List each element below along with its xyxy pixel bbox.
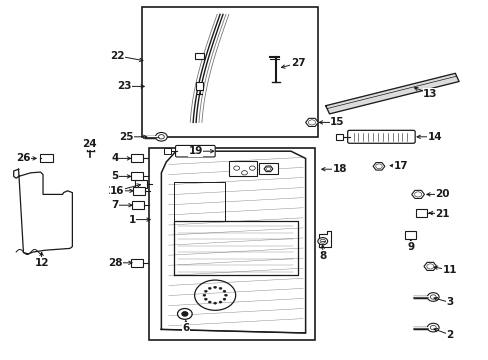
Text: 8: 8 <box>319 251 325 261</box>
Bar <box>415 209 427 217</box>
Polygon shape <box>372 163 384 170</box>
Text: 27: 27 <box>290 58 305 68</box>
Circle shape <box>204 298 207 300</box>
Polygon shape <box>411 190 424 198</box>
Text: 14: 14 <box>427 132 442 142</box>
Circle shape <box>208 301 211 303</box>
Text: 10: 10 <box>107 186 122 196</box>
Text: 11: 11 <box>442 265 456 275</box>
Text: 6: 6 <box>182 323 189 333</box>
Circle shape <box>223 298 225 300</box>
Text: 2: 2 <box>446 330 452 340</box>
Circle shape <box>429 325 435 330</box>
Bar <box>133 187 145 195</box>
Text: 9: 9 <box>407 242 413 252</box>
Circle shape <box>426 264 433 269</box>
Text: 16: 16 <box>110 186 124 196</box>
Circle shape <box>223 290 225 292</box>
Circle shape <box>375 164 382 169</box>
Text: 22: 22 <box>110 51 124 61</box>
Circle shape <box>208 287 211 289</box>
Bar <box>135 180 146 188</box>
Bar <box>132 201 143 209</box>
Text: 15: 15 <box>329 117 344 127</box>
Circle shape <box>182 312 187 316</box>
Bar <box>163 148 170 154</box>
Bar <box>131 172 142 180</box>
Bar <box>195 82 203 90</box>
Text: 23: 23 <box>117 81 132 91</box>
Text: 26: 26 <box>16 153 31 163</box>
Text: 28: 28 <box>107 258 122 268</box>
Circle shape <box>158 135 164 139</box>
Text: 24: 24 <box>81 139 96 149</box>
Circle shape <box>308 120 315 125</box>
Circle shape <box>177 309 192 319</box>
Circle shape <box>427 323 438 332</box>
Bar <box>40 154 53 162</box>
Bar <box>195 53 203 59</box>
Circle shape <box>319 239 325 243</box>
Circle shape <box>155 132 167 141</box>
Polygon shape <box>325 73 458 114</box>
Circle shape <box>429 295 435 299</box>
Bar <box>131 259 142 267</box>
Bar <box>405 231 415 239</box>
Polygon shape <box>264 166 272 172</box>
Circle shape <box>204 290 207 292</box>
Circle shape <box>241 171 247 175</box>
Bar <box>149 148 315 340</box>
Text: 17: 17 <box>393 161 407 171</box>
Text: 7: 7 <box>111 200 119 210</box>
Text: 1: 1 <box>128 215 135 225</box>
Text: 3: 3 <box>446 297 452 307</box>
Polygon shape <box>423 262 436 270</box>
Bar <box>336 134 343 140</box>
FancyBboxPatch shape <box>175 145 215 157</box>
Circle shape <box>213 286 216 288</box>
Circle shape <box>224 294 227 296</box>
Text: 19: 19 <box>188 146 203 156</box>
Circle shape <box>414 192 421 197</box>
Text: 4: 4 <box>111 153 119 163</box>
Bar <box>228 161 257 176</box>
Text: 18: 18 <box>332 164 346 174</box>
Text: 25: 25 <box>119 132 133 142</box>
Bar <box>142 7 317 137</box>
Circle shape <box>427 293 438 301</box>
Circle shape <box>203 294 205 296</box>
FancyBboxPatch shape <box>347 130 414 143</box>
Text: 5: 5 <box>111 171 118 181</box>
Text: 13: 13 <box>422 89 437 99</box>
Circle shape <box>219 287 222 289</box>
Circle shape <box>233 166 239 170</box>
Circle shape <box>265 167 270 171</box>
Circle shape <box>219 301 222 303</box>
Circle shape <box>249 166 255 170</box>
Bar <box>259 163 277 174</box>
Text: 20: 20 <box>434 189 449 199</box>
Circle shape <box>213 302 216 304</box>
Bar <box>131 154 142 162</box>
Text: 21: 21 <box>434 209 449 219</box>
Polygon shape <box>305 118 318 126</box>
Circle shape <box>317 238 327 245</box>
Text: 12: 12 <box>34 258 49 268</box>
